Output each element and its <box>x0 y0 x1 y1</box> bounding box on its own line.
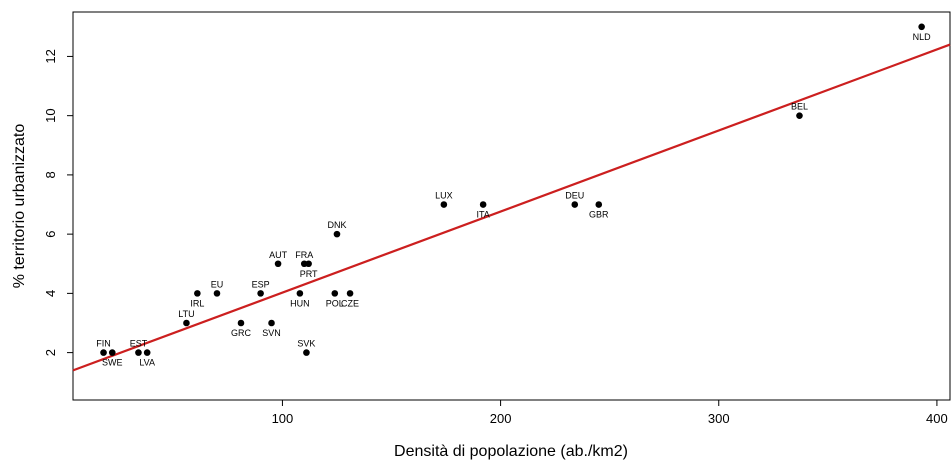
y-tick-label: 8 <box>43 171 58 178</box>
point-label-svk: SVK <box>297 339 315 349</box>
point-label-swe: SWE <box>102 358 123 368</box>
data-point-grc <box>237 319 245 327</box>
x-axis-title: Densità di popolazione (ab./km2) <box>394 443 628 460</box>
point-label-hun: HUN <box>290 298 310 308</box>
plot-frame <box>72 11 951 401</box>
point-label-bel: BEL <box>791 102 808 112</box>
data-point-svn <box>268 319 275 327</box>
point-label-gbr: GBR <box>589 210 609 220</box>
x-tick-label: 200 <box>490 411 512 426</box>
y-tick-label: 12 <box>43 49 58 63</box>
point-label-cze: CZE <box>341 298 359 308</box>
point-label-eu: EU <box>211 279 224 289</box>
data-point-gbr <box>595 201 603 208</box>
data-point-hun <box>296 290 304 297</box>
data-point-pol <box>331 290 339 297</box>
point-label-fra: FRA <box>295 250 313 260</box>
regression-layer <box>72 43 951 372</box>
point-label-ltu: LTU <box>178 309 194 319</box>
point-label-ita: ITA <box>476 210 489 220</box>
data-point-swe <box>108 349 116 356</box>
point-label-pol: POL <box>326 298 344 308</box>
data-point-fin <box>100 349 107 356</box>
data-point-dnk <box>333 230 341 238</box>
point-label-aut: AUT <box>269 250 288 260</box>
x-tick-label: 300 <box>708 411 730 426</box>
data-point-svk <box>303 349 310 356</box>
data-point-esp <box>257 290 264 297</box>
point-label-est: EST <box>130 339 148 349</box>
data-point-aut <box>274 260 282 268</box>
y-tick-label: 10 <box>43 108 58 122</box>
data-point-ita <box>479 201 487 208</box>
point-label-grc: GRC <box>231 328 252 338</box>
x-axis: 100 200 300 400 <box>272 400 948 426</box>
data-point-lva <box>143 349 151 356</box>
point-label-lux: LUX <box>435 191 453 201</box>
data-point-deu <box>571 201 579 208</box>
y-tick-label: 4 <box>43 290 58 297</box>
data-point-irl <box>194 290 201 297</box>
point-label-dnk: DNK <box>327 220 346 230</box>
y-axis-title: % territorio urbanizzato <box>11 124 28 289</box>
data-point-prt <box>305 260 312 268</box>
point-label-nld: NLD <box>913 32 932 42</box>
data-point-bel <box>796 112 803 119</box>
point-label-irl: IRL <box>190 298 204 308</box>
point-label-deu: DEU <box>565 191 584 201</box>
regression-line <box>72 43 951 372</box>
point-label-prt: PRT <box>300 269 318 279</box>
y-tick-label: 6 <box>43 231 58 238</box>
point-label-lva: LVA <box>139 358 155 368</box>
data-point-cze <box>346 290 354 297</box>
data-point-eu <box>213 290 221 297</box>
data-point-ltu <box>183 319 190 327</box>
point-label-fin: FIN <box>96 339 111 349</box>
data-point-nld <box>918 23 925 31</box>
data-point-est <box>135 349 142 356</box>
x-tick-label: 400 <box>926 411 948 426</box>
y-tick-label: 2 <box>43 349 58 356</box>
data-point-lux <box>440 201 448 208</box>
y-axis: 2 4 6 8 10 12 <box>43 49 73 356</box>
x-tick-label: 100 <box>272 411 294 426</box>
point-label-esp: ESP <box>252 279 270 289</box>
point-label-svn: SVN <box>262 328 281 338</box>
